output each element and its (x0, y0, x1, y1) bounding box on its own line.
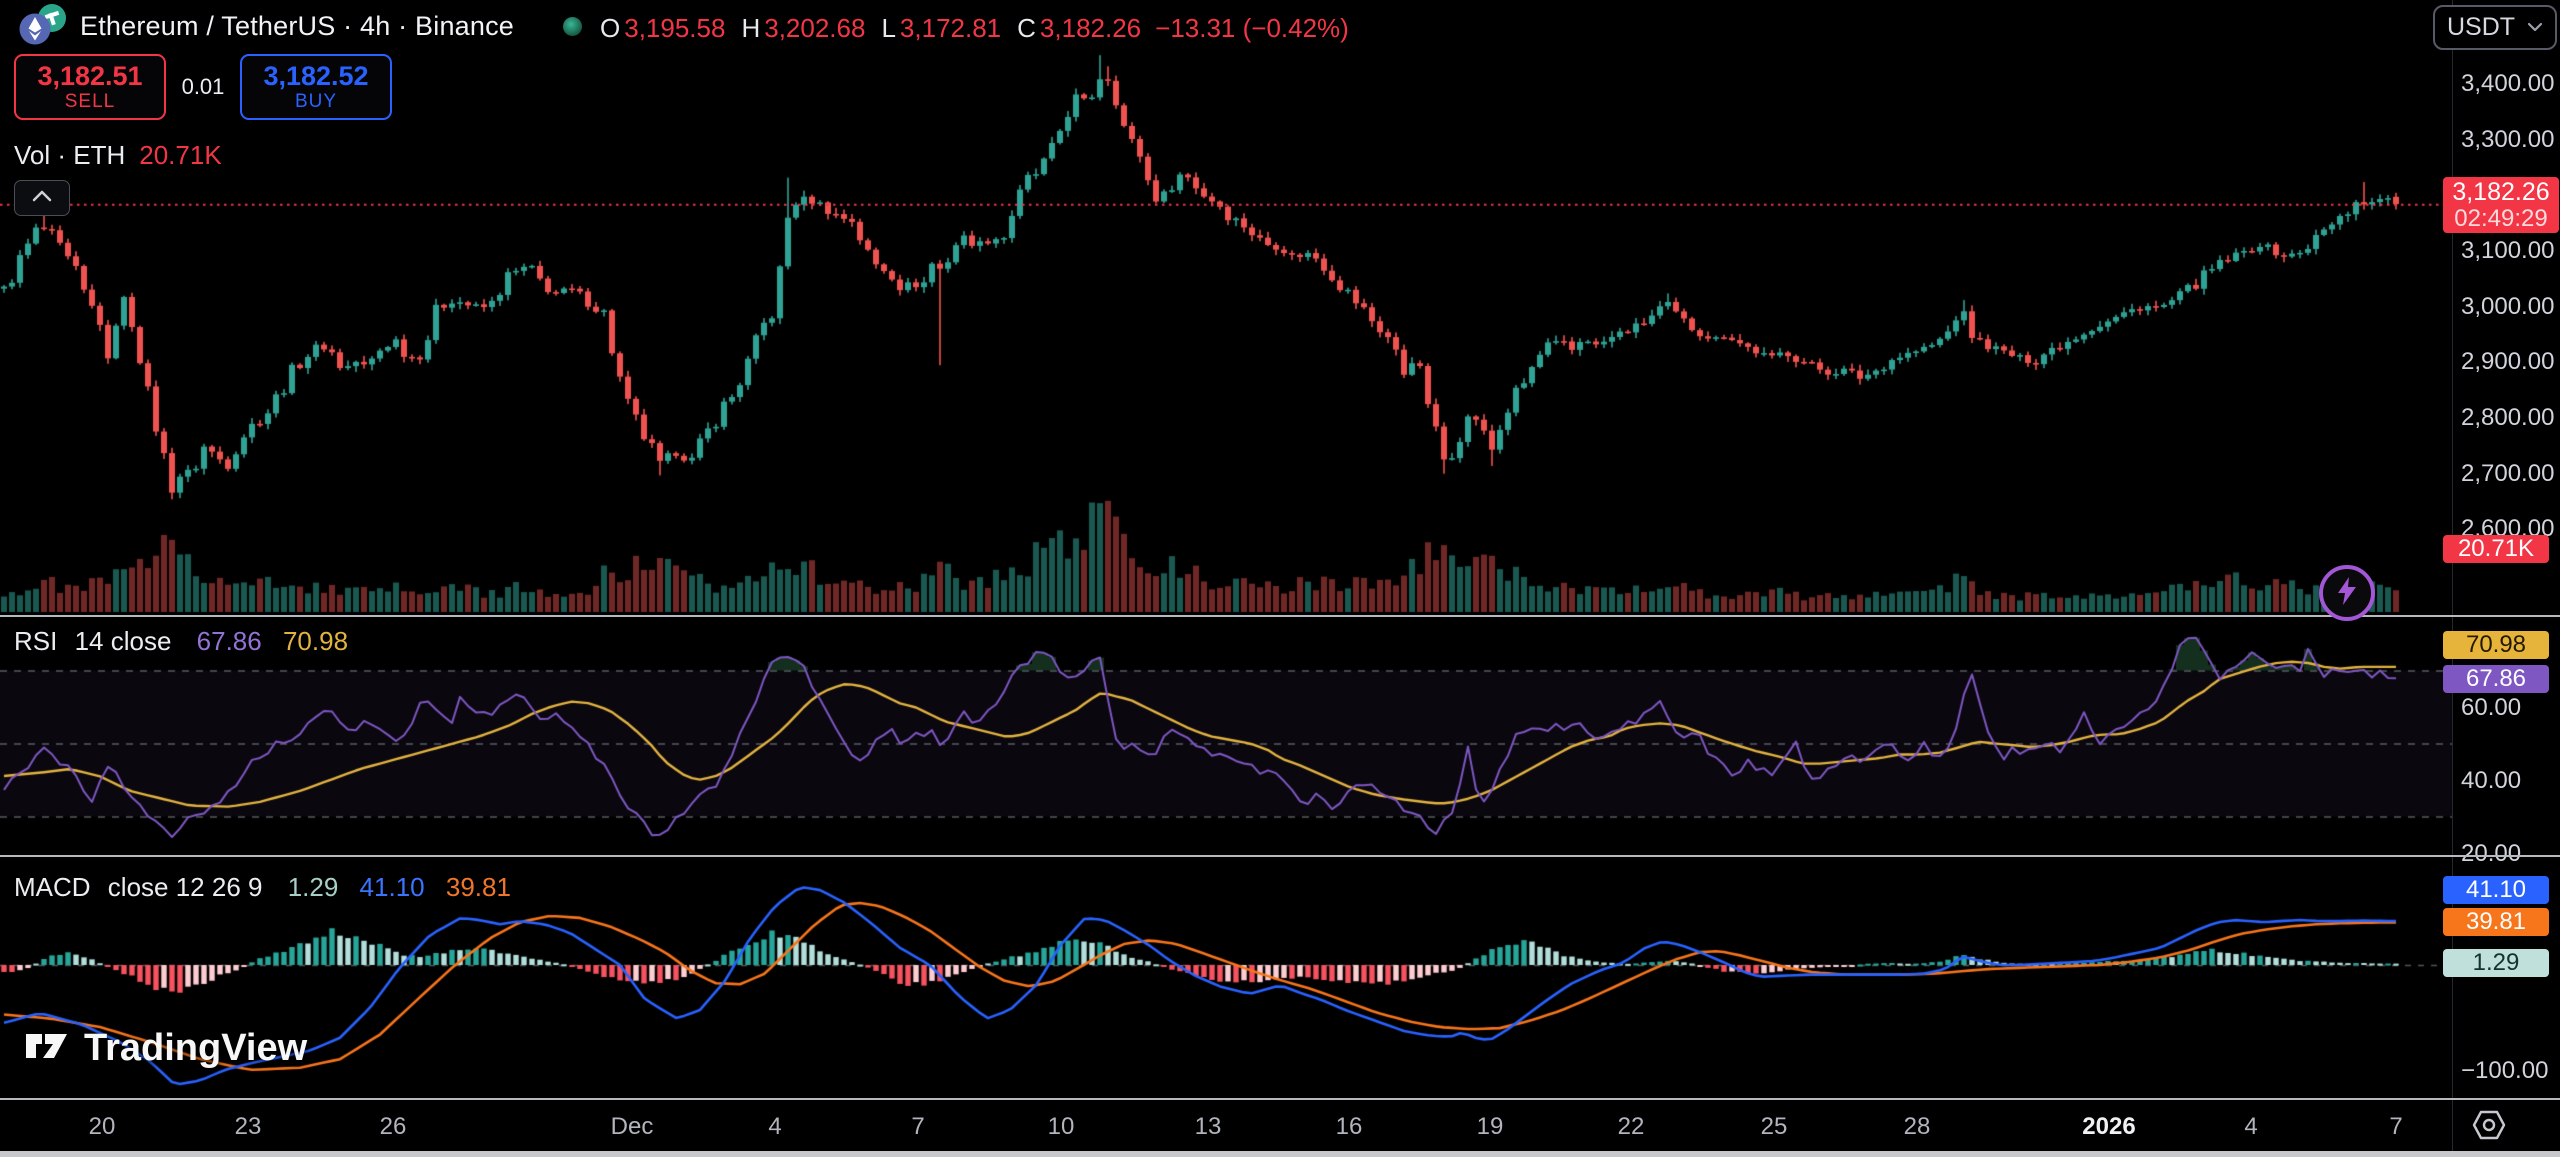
time-axis-label[interactable]: 19 (1476, 1113, 1504, 1140)
time-axis-label[interactable]: 4 (2244, 1113, 2258, 1140)
main-price-chart[interactable] (0, 0, 2452, 617)
time-axis-label[interactable]: 28 (1903, 1113, 1931, 1140)
volume-axis-badge: 20.71K (2443, 535, 2549, 563)
high-label: H (741, 13, 761, 43)
pane-divider-time-axis (0, 1098, 2560, 1100)
time-axis-label[interactable]: 10 (1047, 1113, 1075, 1140)
pane-collapse-button[interactable] (14, 180, 70, 216)
symbol-header[interactable]: Ethereum / TetherUS · 4h · Binance (12, 3, 515, 48)
indicator-axis-badge: 67.86 (2443, 665, 2549, 693)
time-axis-label[interactable]: 20 (88, 1113, 116, 1140)
price-axis-label: 3,400.00 (2461, 70, 2555, 97)
sell-price: 3,182.51 (37, 61, 143, 91)
macd-indicator-legend[interactable]: MACD close 12 26 9 1.29 41.10 39.81 (14, 872, 511, 903)
time-axis-label[interactable]: 2026 (2082, 1113, 2136, 1140)
close-value: 3,182.26 (1039, 13, 1142, 43)
macd-axis-label: −100.00 (2461, 1057, 2549, 1084)
rsi-axis-label: 20.00 (2461, 840, 2522, 867)
time-axis-label[interactable]: 23 (234, 1113, 262, 1140)
rsi-ma-value: 70.98 (282, 626, 349, 656)
tradingview-logo-icon (24, 1026, 70, 1071)
price-axis-label: 3,000.00 (2461, 292, 2555, 320)
spread-value: 0.01 (181, 74, 225, 99)
price-axis-label: 2,800.00 (2461, 403, 2555, 431)
open-value: 3,195.58 (624, 13, 726, 43)
instant-trading-button[interactable] (2319, 565, 2375, 621)
window-bottom-edge (0, 1151, 2560, 1157)
symbol-logo-icon (12, 1, 68, 52)
indicator-axis-badge: 41.10 (2443, 876, 2549, 904)
change-value: −13.31 (−0.42%) (1155, 13, 1349, 43)
market-status-icon[interactable] (563, 17, 582, 36)
indicator-axis-badge: 39.81 (2443, 908, 2549, 936)
gear-icon (2472, 1110, 2506, 1145)
macd-hist-value: 1.29 (287, 872, 339, 902)
price-axis-label: 3,300.00 (2461, 125, 2555, 153)
rsi-pane[interactable] (0, 617, 2452, 857)
symbol-title[interactable]: Ethereum / TetherUS · 4h · Binance (80, 10, 515, 41)
low-value: 3,172.81 (899, 13, 1002, 43)
macd-name: MACD (14, 872, 91, 902)
price-axis-label: 2,700.00 (2461, 459, 2555, 487)
rsi-axis-label: 40.00 (2461, 767, 2522, 794)
time-axis-label[interactable]: 26 (379, 1113, 407, 1140)
open-label: O (600, 13, 621, 43)
volume-value: 20.71K (139, 140, 222, 170)
currency-unit-button[interactable]: USDT (2433, 5, 2557, 50)
time-axis-label[interactable]: 13 (1194, 1113, 1222, 1140)
high-value: 3,202.68 (764, 13, 866, 43)
indicator-axis-badge: 1.29 (2443, 949, 2549, 977)
macd-signal-value: 39.81 (445, 872, 511, 902)
volume-indicator-row[interactable]: Vol · ETH 20.71K (14, 140, 222, 171)
lightning-bolt-icon (2335, 576, 2359, 611)
macd-params: close 12 26 9 (107, 872, 263, 902)
buy-price: 3,182.52 (263, 61, 369, 91)
price-axis-label: 2,900.00 (2461, 348, 2555, 376)
time-axis-label[interactable]: 7 (911, 1113, 925, 1140)
tradingview-watermark: TradingView (24, 1026, 307, 1071)
low-label: L (881, 13, 896, 43)
price-axis-label: 3,100.00 (2461, 236, 2555, 264)
indicator-axis-badge: 70.98 (2443, 631, 2549, 659)
price-axis[interactable]: 3,400.003,300.003,200.003,100.003,000.00… (2443, 0, 2560, 1157)
macd-line-value: 41.10 (359, 872, 425, 902)
time-axis-label[interactable]: 25 (1760, 1113, 1788, 1140)
volume-label: Vol · ETH (14, 140, 126, 170)
last-price-badge: 3,182.26 02:49:29 (2443, 177, 2559, 234)
time-axis-label[interactable]: 22 (1617, 1113, 1645, 1140)
ohlc-values: O 3,195.58 H 3,202.68 L 3,172.81 C 3,182… (600, 13, 1349, 44)
time-axis-label[interactable]: 16 (1335, 1113, 1363, 1140)
time-axis[interactable]: 20 23 26 Dec 4 7 10 13 16 19 22 25 28 2026 4 7 (0, 1100, 2452, 1150)
settings-button[interactable] (2472, 1109, 2506, 1146)
pane-divider-main-rsi[interactable] (0, 615, 2560, 617)
watermark-text: TradingView (84, 1027, 308, 1069)
sell-label: SELL (64, 91, 116, 112)
rsi-value: 67.86 (196, 626, 262, 656)
buy-label: BUY (294, 91, 338, 112)
sell-button[interactable]: 3,182.51 SELL (14, 54, 166, 120)
order-panel: 3,182.51 SELL 0.01 3,182.52 BUY (14, 54, 392, 120)
chevron-up-icon (31, 189, 53, 208)
time-axis-label[interactable]: 7 (2389, 1113, 2403, 1140)
pane-divider-rsi-macd[interactable] (0, 855, 2560, 857)
countdown-text: 02:49:29 (2454, 205, 2548, 233)
macd-pane[interactable] (0, 857, 2452, 1100)
buy-button[interactable]: 3,182.52 BUY (240, 54, 392, 120)
chevron-down-icon (2527, 19, 2543, 37)
rsi-params: 14 close (74, 626, 172, 656)
time-axis-label[interactable]: Dec (610, 1113, 654, 1140)
rsi-indicator-legend[interactable]: RSI 14 close 67.86 70.98 (14, 626, 348, 657)
rsi-name: RSI (14, 626, 58, 656)
rsi-axis-label: 60.00 (2461, 694, 2522, 721)
currency-label: USDT (2446, 13, 2516, 41)
last-price-text: 3,182.26 (2452, 178, 2550, 207)
time-axis-label[interactable]: 4 (768, 1113, 782, 1140)
close-label: C (1017, 13, 1036, 43)
